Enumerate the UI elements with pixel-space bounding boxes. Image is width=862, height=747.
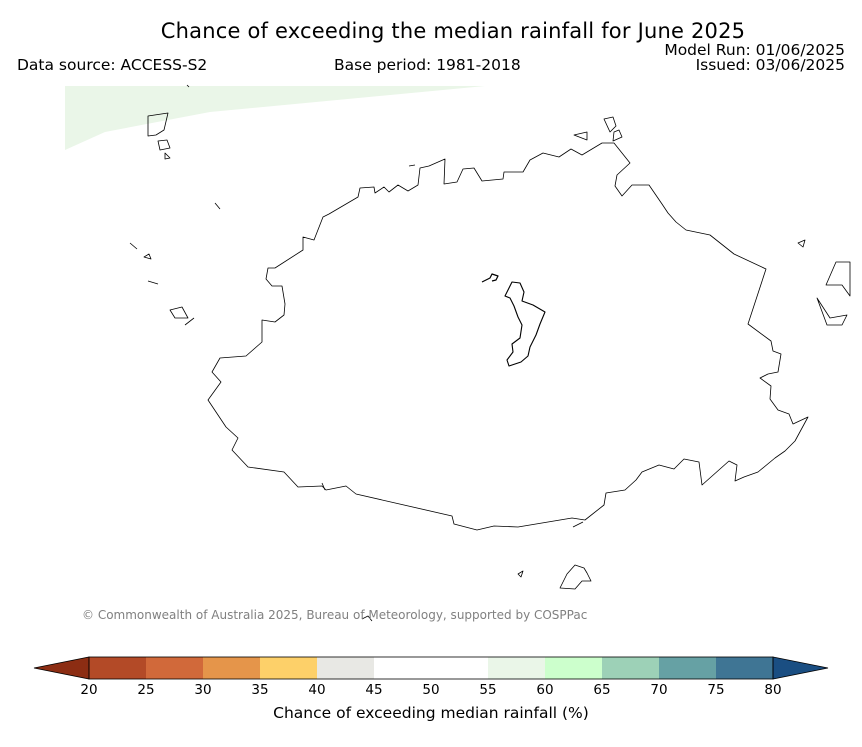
islet-coastline: [612, 129, 623, 142]
islet-north-coastline: [481, 273, 499, 283]
islet-coastline: [321, 482, 326, 491]
colorbar-bin-45-50: [374, 657, 432, 679]
colorbar: [33, 656, 829, 680]
colorbar-tick-label: 40: [308, 682, 326, 698]
colorbar-tick-label: 70: [650, 682, 668, 698]
data-source-label: Data source: ACCESS-S2: [17, 56, 208, 74]
islet-coastline: [517, 570, 524, 578]
colorbar-bin-55-60: [488, 657, 546, 679]
colorbar-under-arrow: [33, 656, 90, 680]
base-period-label: Base period: 1981-2018: [334, 56, 521, 74]
islet-coastline: [572, 521, 584, 528]
probability-shading-area: [65, 86, 485, 150]
east-island-coastline: [825, 261, 851, 297]
islet-coastline: [147, 280, 159, 285]
islet-coastline: [157, 139, 171, 151]
issued-label: Issued: 03/06/2025: [695, 56, 845, 74]
colorbar-tick-label: 60: [536, 682, 554, 698]
islet-coastline: [129, 242, 138, 250]
colorbar-tick-label: 65: [593, 682, 611, 698]
colorbar-tick-label: 35: [251, 682, 269, 698]
colorbar-tick-label: 50: [422, 682, 440, 698]
islet-coastline: [147, 112, 169, 137]
colorbar-bin-35-40: [260, 657, 318, 679]
colorbar-tick-label: 20: [80, 682, 98, 698]
islet-coastline: [797, 239, 806, 248]
colorbar-bin-30-35: [203, 657, 261, 679]
page-title: Chance of exceeding the median rainfall …: [160, 19, 746, 43]
islet-coastline: [184, 317, 195, 326]
east-island-coastline: [816, 297, 848, 326]
islet-coastline: [603, 116, 617, 133]
islet-coastline: [559, 564, 592, 590]
colorbar-bin-40-45: [317, 657, 375, 679]
colorbar-tick-label: 30: [194, 682, 212, 698]
coastlines: [129, 84, 851, 622]
islet-coastline: [361, 615, 373, 622]
colorbar-tick-label: 45: [365, 682, 383, 698]
colorbar-bin-65-70: [602, 657, 660, 679]
islet-coastline: [214, 202, 221, 210]
islet-coastline: [169, 306, 189, 319]
rainfall-map: [65, 84, 851, 622]
colorbar-bin-25-30: [146, 657, 204, 679]
colorbar-tick-label: 55: [479, 682, 497, 698]
islet-coastline: [143, 253, 152, 260]
colorbar-bin-50-55: [431, 657, 489, 679]
colorbar-frame: [88, 656, 774, 680]
colorbar-tick-label: 75: [707, 682, 725, 698]
islet-coastline: [573, 131, 588, 141]
islet-coastline: [408, 164, 416, 167]
main-island-coastline: [207, 142, 809, 531]
copyright-notice: © Commonwealth of Australia 2025, Bureau…: [82, 608, 588, 622]
colorbar-label: Chance of exceeding median rainfall (%): [273, 704, 589, 722]
colorbar-bin-70-75: [659, 657, 717, 679]
islet-coastline: [186, 84, 190, 88]
colorbar-tick-label: 25: [137, 682, 155, 698]
islet-coastline: [164, 152, 171, 160]
colorbar-over-arrow: [772, 656, 829, 680]
colorbar-bin-75-80: [716, 657, 774, 679]
colorbar-bin-60-65: [545, 657, 603, 679]
colorbar-tick-label: 80: [764, 682, 782, 698]
model-run-label: Model Run: 01/06/2025: [664, 41, 845, 59]
colorbar-bin-20-25: [89, 657, 147, 679]
inner-island-coastline: [504, 281, 546, 367]
